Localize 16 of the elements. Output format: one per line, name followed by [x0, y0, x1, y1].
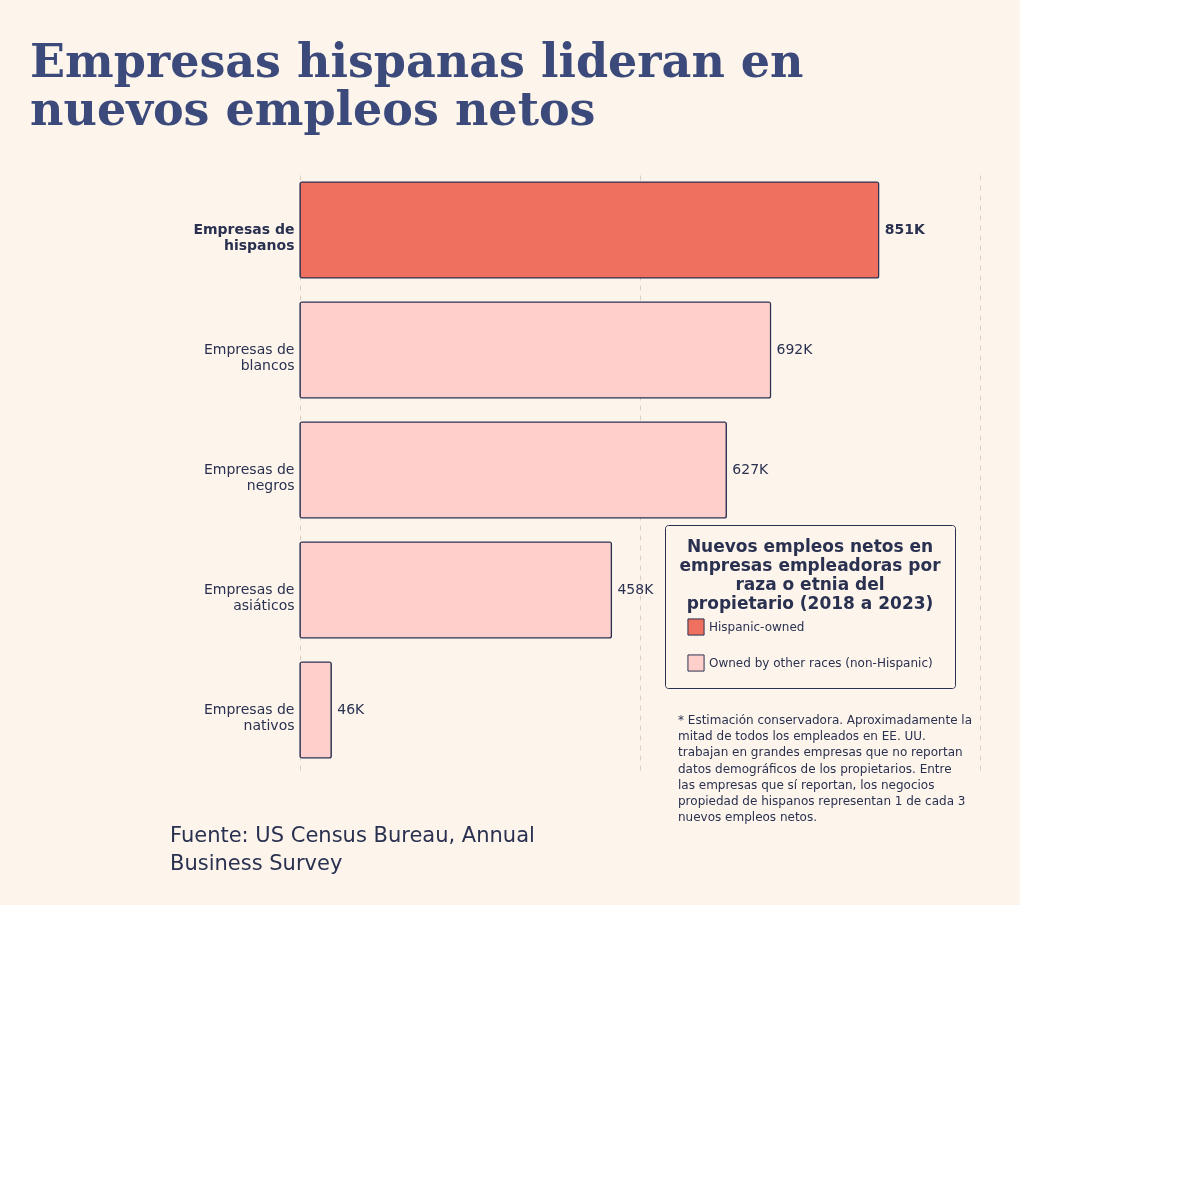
legend-label: Hispanic-owned: [709, 620, 805, 634]
data-label: 458K: [617, 581, 655, 597]
y-tick-label: Empresas de hispanos: [193, 221, 295, 253]
data-label: 692K: [776, 341, 814, 357]
data-label: 627K: [732, 461, 770, 477]
y-tick-label: Empresas de blancos: [203, 341, 295, 373]
y-tick-label: Empresas de negros: [203, 461, 295, 493]
legend-label: Owned by other races (non-Hispanic): [709, 656, 933, 670]
y-tick-label: Empresas de nativos: [203, 701, 295, 733]
annotation: * Estimación conservadora. Aproximadamente la mitad de todos los empleados en EE. UU. trabajan en grandes empresas que no reportan datos demográficos de los propietarios. Entre las empresas que sí reportan, los negocios propiedad de hispanos representan 1 de cada 3 nuevos empleos netos.: [678, 713, 973, 825]
y-tick-label: Empresas de asiáticos: [203, 581, 295, 613]
legend-title: Nuevos empleos netos en empresas empleadoras por raza o etnia del propietario (2018 a 2023): [679, 536, 942, 613]
data-label: 46K: [337, 701, 366, 717]
chart-title: Empresas hispanas lideran en nuevos empleos netos: [30, 34, 804, 136]
data-label: 851K: [884, 221, 926, 237]
source-note: Fuente: US Census Bureau, Annual Business Survey: [170, 823, 535, 876]
